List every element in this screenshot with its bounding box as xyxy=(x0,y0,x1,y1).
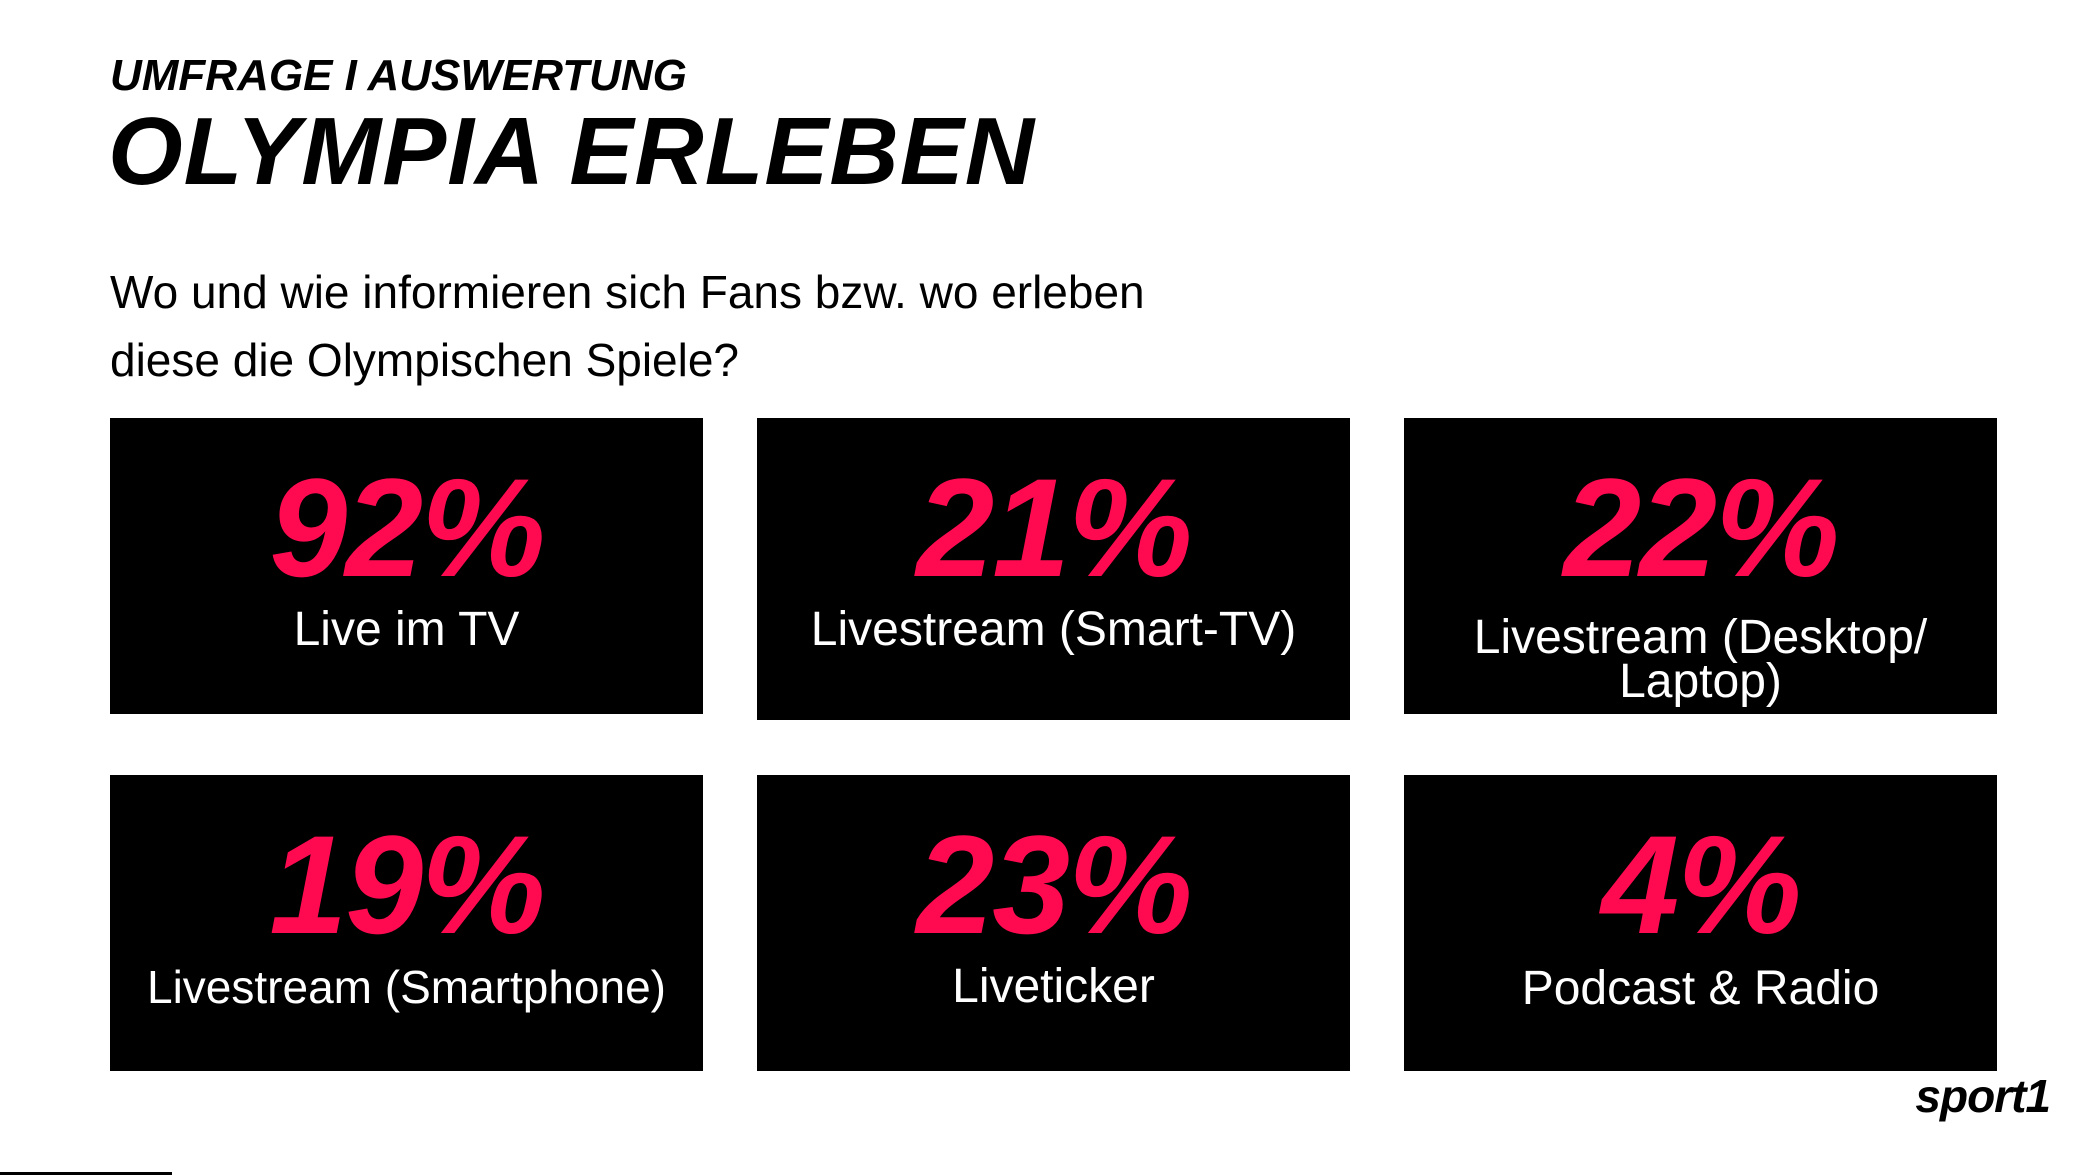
sport1-logo: sport1 xyxy=(1915,1070,2051,1122)
tile-label: Podcast & Radio xyxy=(1521,962,1880,1015)
tile-percentage: 21% xyxy=(916,449,1192,606)
tile-label: Livestream (Desktop/ Laptop) xyxy=(1473,611,1928,708)
tile-percentage: 4% xyxy=(1601,806,1801,963)
result-tile-3: 22% Livestream (Desktop/ Laptop) xyxy=(1404,418,1997,714)
survey-question-line-1: Wo und wie informieren sich Fans bzw. wo… xyxy=(110,266,1145,318)
result-tile-4: 19% Livestream (Smartphone) xyxy=(110,775,703,1071)
result-tile-1: 92% Live im TV xyxy=(110,418,703,714)
tile-label: Livestream (Smartphone) xyxy=(147,961,666,1013)
tile-percentage: 19% xyxy=(269,806,545,963)
page-title: OLYMPIA ERLEBEN xyxy=(108,98,1036,205)
footer-divider xyxy=(0,1172,172,1175)
tile-label: Livestream (Smart-TV) xyxy=(810,603,1297,656)
result-tile-6: 4% Podcast & Radio xyxy=(1404,775,1997,1071)
tile-label: Liveticker xyxy=(952,960,1155,1013)
survey-question-line-2: diese die Olympischen Spiele? xyxy=(110,334,740,386)
tile-percentage: 92% xyxy=(269,449,545,606)
result-tile-2: 21% Livestream (Smart-TV) xyxy=(757,418,1350,720)
tile-percentage: 23% xyxy=(916,806,1192,963)
result-tile-5: 23% Liveticker xyxy=(757,775,1350,1071)
kicker-text: UMFRAGE I AUSWERTUNG xyxy=(110,51,687,100)
tile-percentage: 22% xyxy=(1563,449,1839,606)
survey-question: Wo und wie informieren sich Fans bzw. wo… xyxy=(110,258,1330,394)
tile-label: Live im TV xyxy=(293,603,520,656)
